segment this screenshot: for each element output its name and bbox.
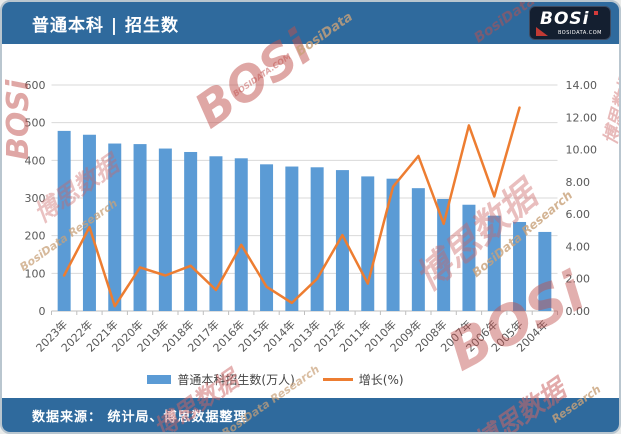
left-axis-tick-label: 200 [25,230,46,243]
right-axis-tick-label: 0.00 [566,305,591,318]
bar-2022年 [82,134,96,311]
bosi-logo: BOSi BOSIDATA.COM [529,6,611,40]
bar-2017年 [209,156,223,311]
left-axis-tick-label: 500 [25,117,46,130]
right-axis-tick-label: 6.00 [566,208,591,221]
logo-triangle-icon [536,27,548,36]
data-source-text: 数据来源： 统计局、博思数据整理 [32,409,248,425]
bar-2014年 [285,166,299,311]
legend-bar-label: 普通本科招生数(万人) [177,373,295,387]
right-axis-tick-label: 10.00 [566,144,598,157]
bar-2005年 [513,221,527,311]
right-axis-tick-label: 4.00 [566,240,591,253]
bar-2011年 [361,176,375,311]
bar-2012年 [335,170,349,311]
logo-domain: BOSIDATA.COM [557,30,602,36]
legend-line-swatch-icon [322,378,353,381]
page-title: 普通本科 | 招生数 [32,15,180,36]
chart-legend: 普通本科招生数(万人) 增长(%) [2,371,584,388]
bar-2009年 [411,188,425,311]
legend-item-line: 增长(%) [322,371,404,388]
right-axis-tick-label: 8.00 [566,176,591,189]
left-axis-tick-label: 300 [25,192,46,205]
right-axis-tick-label: 14.00 [566,79,598,92]
logo-wordmark: BOSi [540,9,590,29]
bar-2018年 [184,151,198,311]
left-axis-tick-label: 0 [39,305,46,318]
left-axis-tick-label: 600 [25,79,46,92]
footer: 数据来源： 统计局、博思数据整理 [2,398,619,432]
bar-2004年 [538,231,552,311]
chart-area: 0 100 200 300 400 500 600 0.00 2.00 4.00 6.00 8.00 1… [2,44,619,398]
bar-2019年 [158,148,172,311]
bar-2007年 [462,204,476,311]
bar-2015年 [260,164,274,311]
growth-line [62,106,521,308]
left-axis-tick-label: 100 [25,267,46,280]
bar-2016年 [234,158,248,311]
combo-chart: 0 100 200 300 400 500 600 0.00 2.00 4.00 6.00 8.00 1… [25,79,598,355]
legend-line-label: 增长(%) [358,373,404,387]
logo-i-dot-icon [594,11,598,15]
bar-2023年 [57,130,71,311]
right-axis-tick-label: 2.00 [566,273,591,286]
bar-2020年 [133,144,147,311]
bar-2010年 [386,178,400,311]
bar-2013年 [310,167,324,311]
bar-2021年 [108,143,122,311]
bar-2008年 [437,198,451,311]
bar-2006年 [487,215,501,311]
legend-item-bars: 普通本科招生数(万人) [147,371,295,388]
right-axis-tick-label: 12.00 [566,111,598,124]
legend-bar-swatch-icon [147,375,172,384]
left-axis-tick-label: 400 [25,154,46,167]
header: 普通本科 | 招生数 BOSi BOSIDATA.COM [2,2,619,44]
